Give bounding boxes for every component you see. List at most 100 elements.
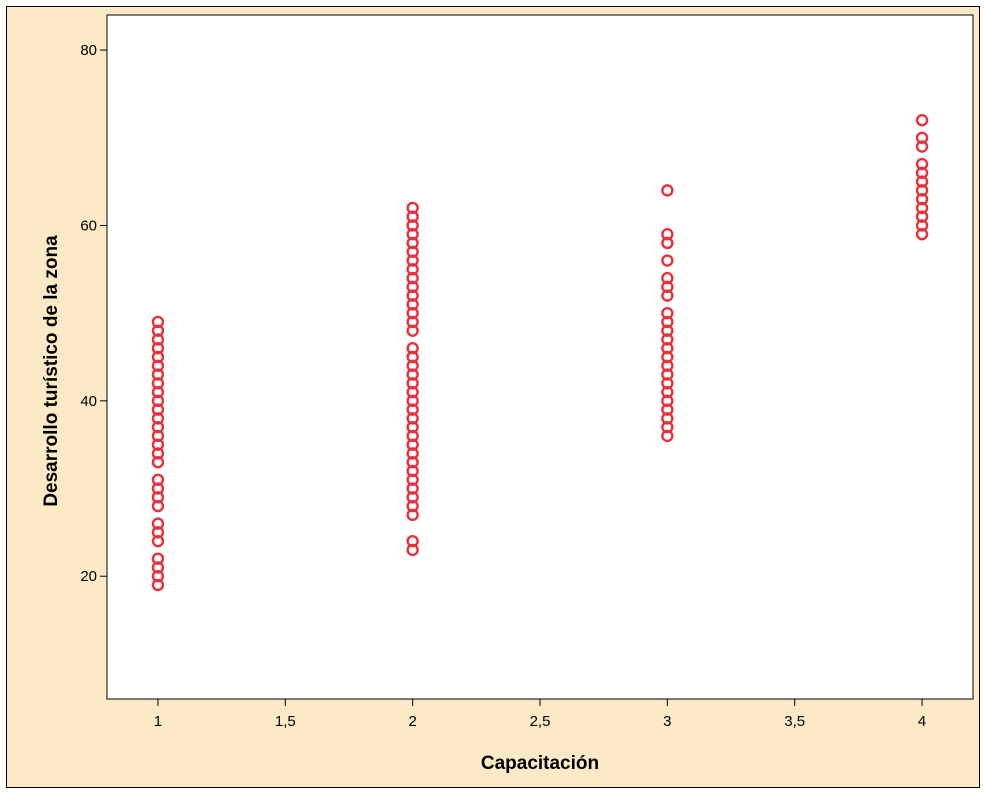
scatter-point [915, 219, 929, 232]
scatter-point [406, 403, 419, 416]
scatter-point [151, 350, 165, 364]
scatter-point [406, 482, 419, 495]
scatter-point [915, 131, 929, 144]
scatter-point [406, 271, 419, 285]
scatter-point [915, 175, 929, 188]
scatter-point [915, 228, 929, 241]
scatter-point [406, 201, 419, 215]
scatter-point [661, 324, 674, 337]
scatter-point [915, 114, 929, 127]
scatter-point [661, 377, 674, 390]
scatter-point [406, 385, 419, 399]
scatter-point [151, 394, 165, 408]
y-axis-title: Desarrollo turístico de la zona [41, 235, 62, 507]
scatter-point [151, 526, 165, 539]
scatter-point [406, 289, 419, 302]
y-tick-label: 20 [80, 568, 97, 585]
scatter-point [406, 342, 419, 355]
scatter-point [661, 359, 674, 372]
scatter-point [915, 201, 929, 215]
scatter-point [406, 394, 419, 408]
scatter-point [406, 219, 419, 232]
scatter-point [661, 333, 674, 346]
scatter-point [661, 315, 674, 329]
scatter-point [151, 377, 165, 390]
scatter-point [151, 324, 165, 337]
scatter-point [661, 254, 674, 267]
scatter-point [661, 350, 674, 364]
scatter-point [151, 578, 165, 592]
scatter-point [406, 429, 419, 443]
scatter-point [406, 254, 419, 267]
scatter-point [915, 184, 929, 197]
x-tick-label: 3 [663, 713, 671, 730]
x-axis: 1 1,5 2 2,5 3 3,5 4 [154, 699, 926, 730]
x-tick-label: 3,5 [784, 713, 805, 730]
scatter-point [151, 456, 165, 469]
scatter-point [915, 157, 929, 171]
scatter-point [661, 429, 674, 443]
scatter-point [661, 342, 674, 355]
scatter-point [151, 534, 165, 548]
scatter-point [151, 333, 165, 346]
x-tick-label: 1 [154, 713, 162, 730]
scatter-point [151, 447, 165, 460]
scatter-point [661, 403, 674, 416]
chart-frame: 20 40 60 80 1 1,5 2 2,5 3 3,5 4 Capacitación Desa… [6, 6, 980, 788]
scatter-point [661, 271, 674, 285]
scatter-point [406, 298, 419, 311]
scatter-point [406, 412, 419, 425]
y-tick-label: 80 [80, 42, 97, 59]
scatter-point [151, 429, 165, 443]
scatter-point [661, 280, 674, 294]
y-tick-label: 60 [80, 217, 97, 234]
data-points [151, 114, 929, 592]
scatter-point [406, 324, 419, 337]
scatter-point [661, 368, 674, 381]
scatter-point [151, 342, 165, 355]
y-axis: 20 40 60 80 [80, 42, 107, 585]
x-tick-label: 4 [918, 713, 926, 730]
scatter-chart: 20 40 60 80 1 1,5 2 2,5 3 3,5 4 Capacitación Desa… [41, 14, 974, 774]
scatter-point [661, 385, 674, 399]
scatter-point [151, 570, 165, 583]
scatter-point [661, 184, 674, 197]
scatter-point [406, 491, 419, 504]
scatter-point [151, 482, 165, 495]
scatter-point [151, 412, 165, 425]
scatter-point [406, 508, 419, 522]
scatter-point [406, 245, 419, 258]
x-tick-label: 2,5 [530, 713, 551, 730]
plot-area [106, 14, 974, 700]
scatter-point [406, 456, 419, 469]
scatter-point [406, 280, 419, 294]
x-axis-title: Capacitación [481, 753, 599, 774]
scatter-point [915, 140, 929, 153]
scatter-point [151, 315, 165, 329]
scatter-point [406, 228, 419, 241]
scatter-point [151, 438, 165, 451]
scatter-point [151, 359, 165, 372]
scatter-point [406, 315, 419, 329]
scatter-point [151, 385, 165, 399]
scatter-point [151, 473, 165, 486]
scatter-point [406, 543, 419, 557]
scatter-point [406, 438, 419, 451]
scatter-point [151, 499, 165, 513]
scatter-point [151, 491, 165, 504]
scatter-point [406, 420, 419, 434]
scatter-point [151, 368, 165, 381]
scatter-point [406, 368, 419, 381]
scatter-point [661, 228, 674, 241]
scatter-point [406, 359, 419, 372]
scatter-point [151, 552, 165, 565]
scatter-point [661, 306, 674, 320]
scatter-point [151, 420, 165, 434]
x-tick-label: 2 [408, 713, 416, 730]
scatter-point [406, 534, 419, 548]
x-tick-label: 1,5 [275, 713, 296, 730]
scatter-point [661, 412, 674, 425]
scatter-point [151, 561, 165, 574]
scatter-point [661, 236, 674, 250]
scatter-point [661, 289, 674, 302]
